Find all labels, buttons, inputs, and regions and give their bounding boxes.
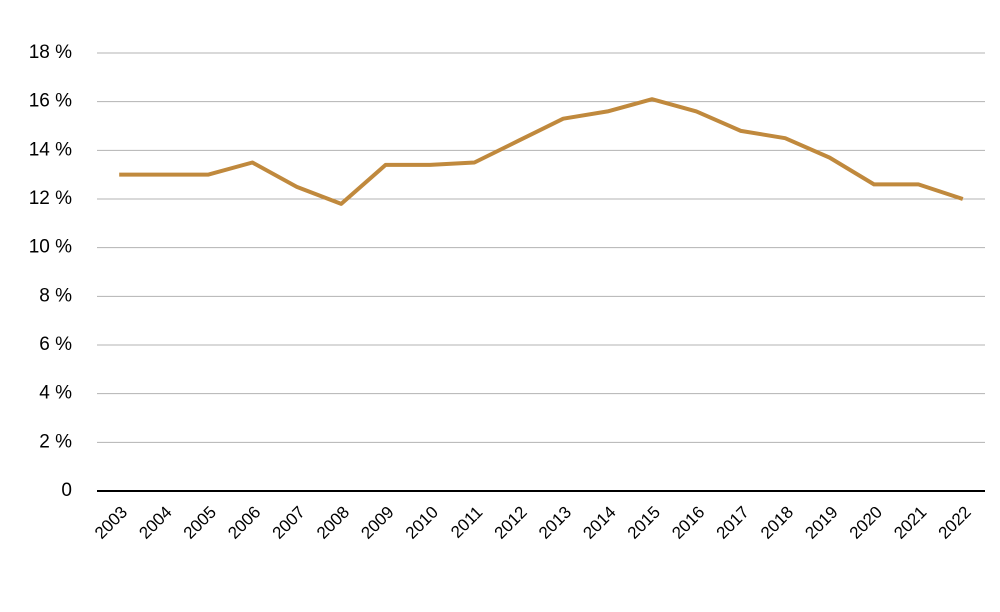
x-tick-label: 2015 [624,503,664,543]
y-tick-label: 0 [61,480,72,501]
x-tick-label: 2007 [269,503,309,543]
x-tick-label: 2006 [224,503,264,543]
x-tick-label: 2004 [135,503,175,543]
x-tick-label: 2017 [713,503,753,543]
y-tick-label: 12 % [29,188,72,209]
y-tick-label: 16 % [29,91,72,112]
y-tick-label: 10 % [29,237,72,258]
x-tick-label: 2016 [668,503,708,543]
x-tick-label: 2005 [180,503,220,543]
y-tick-label: 6 % [39,334,72,355]
x-tick-label: 2020 [846,503,886,543]
data-line [119,97,964,206]
x-tick-label: 2021 [890,503,930,543]
x-tick-label: 2019 [801,503,841,543]
x-tick-label: 2013 [535,503,575,543]
x-tick-label: 2010 [402,503,442,543]
x-tick-label: 2008 [313,503,353,543]
y-tick-label: 18 % [29,42,72,63]
x-tick-label: 2018 [757,503,797,543]
y-tick-label: 4 % [39,383,72,404]
y-tick-label: 14 % [29,139,72,160]
x-tick-label: 2014 [579,503,619,543]
y-tick-label: 2 % [39,431,72,452]
x-tick-label: 2011 [447,503,486,542]
y-tick-label: 8 % [39,285,72,306]
x-tick-label: 2003 [91,503,131,543]
x-tick-label: 2009 [357,503,397,543]
x-tick-label: 2012 [491,503,531,543]
x-tick-label: 2022 [935,503,975,543]
